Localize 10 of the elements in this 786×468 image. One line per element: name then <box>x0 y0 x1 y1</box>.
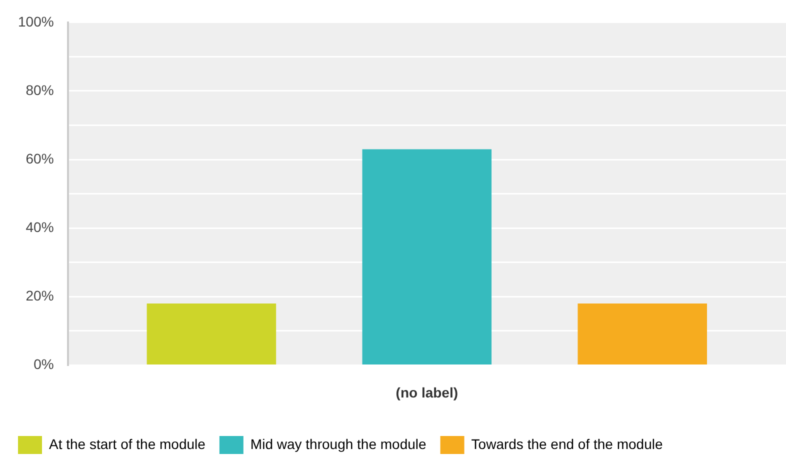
legend-label: At the start of the module <box>49 436 206 452</box>
legend-label: Mid way through the module <box>250 436 427 452</box>
y-tick-label: 20% <box>26 288 54 304</box>
legend-label: Towards the end of the module <box>471 436 663 452</box>
x-tick-label: (no label) <box>396 384 458 400</box>
y-tick-label: 60% <box>26 150 54 166</box>
y-tick-label: 80% <box>26 82 54 98</box>
y-tick-label: 40% <box>26 218 54 235</box>
y-tick-label: 100% <box>18 13 54 30</box>
y-tick-label: 0% <box>34 356 54 372</box>
